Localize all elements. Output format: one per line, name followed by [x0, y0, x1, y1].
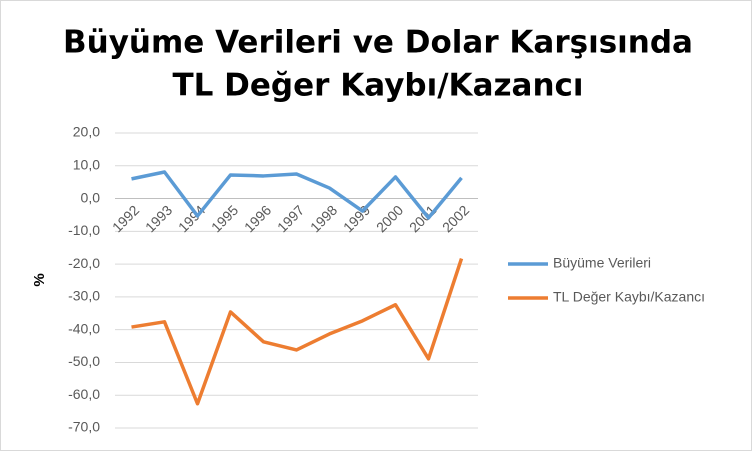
y-tick-label: -20,0 — [68, 255, 100, 271]
series-line — [131, 257, 464, 406]
y-tick-label: -50,0 — [68, 353, 100, 369]
y-tick-label: 0,0 — [81, 189, 101, 205]
legend-label: Büyüme Verileri — [553, 255, 651, 271]
y-tick-label: -60,0 — [68, 386, 100, 402]
series-line — [131, 170, 463, 220]
y-tick-label: 10,0 — [73, 156, 100, 172]
y-tick-label: 20,0 — [73, 124, 100, 140]
y-tick-label: -40,0 — [68, 320, 100, 336]
y-tick-label: -10,0 — [68, 222, 100, 238]
y-tick-label: -70,0 — [68, 419, 100, 435]
y-axis-label: % — [31, 273, 48, 286]
legend-label: TL Değer Kaybı/Kazancı — [553, 289, 705, 305]
chart-title: Büyüme Verileri ve Dolar Karşısında — [63, 25, 693, 61]
chart-title: TL Değer Kaybı/Kazancı — [172, 68, 583, 104]
y-tick-label: -30,0 — [68, 288, 100, 304]
